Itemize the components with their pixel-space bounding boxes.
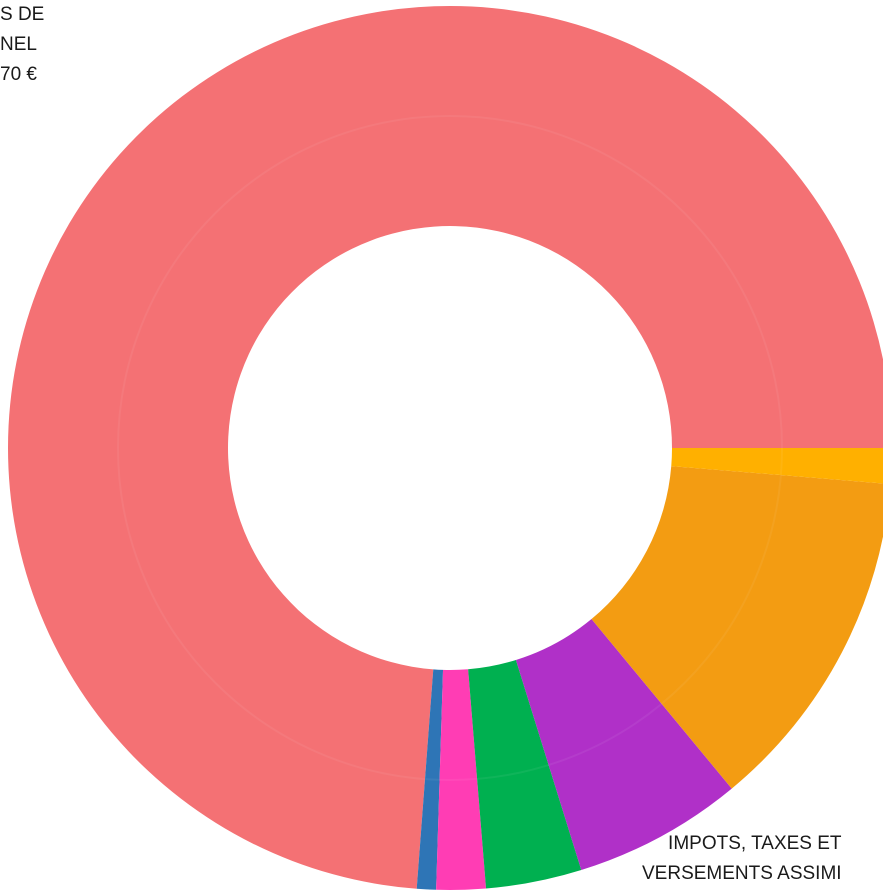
donut-slice-2	[436, 669, 487, 890]
annotation-top-left: S DE NEL 70 €	[0, 0, 44, 90]
donut-slice-1	[416, 669, 444, 890]
annotation-top-left-line: S DE	[0, 4, 45, 25]
inner-guide-ring	[117, 115, 783, 781]
donut-slice-5	[591, 466, 883, 789]
donut-slices	[8, 6, 883, 890]
annotation-bottom-right: IMPOTS, TAXES ET VERSEMENTS ASSIMI	[642, 829, 842, 889]
donut-slice-3	[468, 659, 582, 889]
annotation-top-left-line: NEL	[0, 34, 37, 55]
donut-slice-6	[671, 448, 883, 484]
annotation-bottom-right-line: VERSEMENTS ASSIMI	[642, 863, 842, 884]
donut-slice-4	[515, 619, 732, 871]
annotation-top-left-line: 70 €	[0, 64, 37, 85]
annotation-bottom-right-line: IMPOTS, TAXES ET	[668, 833, 842, 854]
donut-slice-0	[8, 6, 883, 889]
